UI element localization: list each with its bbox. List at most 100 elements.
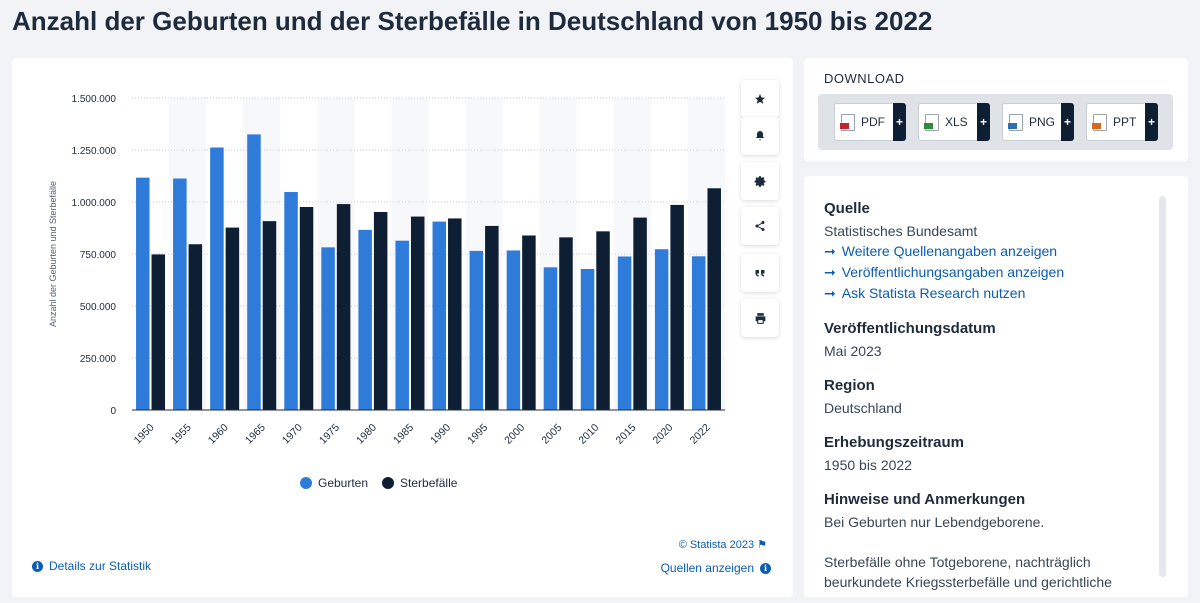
legend-swatch-sterbefaelle bbox=[382, 477, 395, 489]
x-tick-label: 1995 bbox=[465, 422, 490, 447]
print-button[interactable] bbox=[741, 299, 779, 337]
download-ppt-button[interactable]: PPT + bbox=[1086, 103, 1158, 141]
download-xls-label: XLS bbox=[945, 115, 968, 129]
pdf-file-icon bbox=[840, 113, 855, 131]
x-tick-label: 1970 bbox=[280, 422, 305, 447]
source-heading: Quelle bbox=[824, 200, 870, 217]
plus-icon: + bbox=[1145, 103, 1158, 141]
region-section: Region Deutschland bbox=[824, 377, 1144, 418]
notification-button[interactable] bbox=[741, 117, 779, 155]
download-pdf-button[interactable]: PDF + bbox=[834, 103, 906, 141]
x-tick-label: 1985 bbox=[391, 422, 416, 447]
x-tick-label: 2015 bbox=[613, 422, 638, 447]
bar-geburten bbox=[432, 221, 447, 410]
download-xls-button[interactable]: XLS + bbox=[918, 103, 990, 141]
plus-icon: + bbox=[977, 103, 990, 141]
share-icon bbox=[755, 221, 765, 231]
more-sources-link[interactable]: ➞ Weitere Quellenangaben anzeigen bbox=[824, 241, 1144, 262]
x-tick-label: 2000 bbox=[502, 422, 527, 447]
print-icon bbox=[755, 312, 765, 324]
publication-info-link[interactable]: ➞ Veröffentlichungsangaben anzeigen bbox=[824, 262, 1144, 283]
notes-section: Hinweise und Anmerkungen Bei Geburten nu… bbox=[824, 491, 1144, 592]
source-section: Quelle Statistisches Bundesamt ➞ Weitere… bbox=[824, 200, 1144, 304]
download-png-label: PNG bbox=[1029, 115, 1056, 129]
notes-text-2: Sterbefälle ohne Totgeborene, nachträgli… bbox=[824, 554, 1112, 590]
download-pdf-label: PDF bbox=[861, 115, 885, 129]
legend-label-sterbefaelle: Sterbefälle bbox=[400, 476, 458, 490]
research-link[interactable]: ➞ Ask Statista Research nutzen bbox=[824, 283, 1144, 304]
info-icon: i bbox=[32, 560, 43, 572]
sources-link[interactable]: Quellen anzeigen i bbox=[661, 561, 771, 575]
favorite-button[interactable] bbox=[741, 80, 779, 118]
y-tick-label: 750.000 bbox=[80, 250, 117, 261]
share-button[interactable] bbox=[741, 207, 779, 245]
bar-sterbefaelle bbox=[410, 216, 425, 410]
bar-geburten bbox=[691, 256, 706, 410]
download-png-button[interactable]: PNG + bbox=[1002, 103, 1074, 141]
period-value: 1950 bis 2022 bbox=[824, 457, 912, 473]
period-heading: Erhebungszeitraum bbox=[824, 434, 965, 451]
chart-card: 0 250.000 500.000 750.000 1.000.000 1.250.000… bbox=[12, 58, 793, 597]
x-tick-label: 1960 bbox=[206, 422, 231, 447]
more-sources-label: Weitere Quellenangaben anzeigen bbox=[841, 243, 1058, 259]
download-ppt-label: PPT bbox=[1113, 115, 1137, 129]
download-tray: PDF + XLS + PNG + PPT + bbox=[818, 94, 1173, 150]
download-title: DOWNLOAD bbox=[824, 71, 905, 86]
copyright-link[interactable]: © Statista 2023 ⚑ bbox=[679, 538, 767, 551]
bar-geburten bbox=[543, 267, 558, 410]
settings-button[interactable] bbox=[741, 162, 779, 200]
period-section: Erhebungszeitraum 1950 bis 2022 bbox=[824, 434, 1144, 475]
legend-label-geburten: Geburten bbox=[318, 476, 369, 490]
bar-geburten bbox=[654, 249, 669, 410]
legend-item-sterbefaelle[interactable]: Sterbefälle bbox=[382, 476, 457, 490]
y-tick-label: 0 bbox=[110, 406, 116, 417]
x-tick-label: 2020 bbox=[651, 422, 676, 447]
legend-item-geburten[interactable]: Geburten bbox=[300, 476, 368, 490]
bar-geburten bbox=[247, 134, 261, 410]
info-scrollbar[interactable] bbox=[1159, 196, 1166, 577]
arrow-right-icon: ➞ bbox=[824, 243, 836, 259]
x-tick-label: 1980 bbox=[354, 422, 379, 447]
cite-button[interactable] bbox=[741, 254, 779, 292]
bar-sterbefaelle bbox=[559, 237, 573, 410]
bar-geburten bbox=[358, 229, 372, 410]
bar-geburten bbox=[284, 192, 298, 410]
details-link[interactable]: i Details zur Statistik bbox=[32, 559, 151, 573]
x-tick-label: 1990 bbox=[428, 422, 453, 447]
bar-sterbefaelle bbox=[633, 217, 647, 410]
source-text: Statistisches Bundesamt bbox=[824, 223, 978, 239]
bar-sterbefaelle bbox=[225, 227, 240, 410]
pub-date-section: Veröffentlichungsdatum Mai 2023 bbox=[824, 320, 1144, 361]
page-title: Anzahl der Geburten und der Sterbefälle … bbox=[12, 6, 933, 36]
bar-sterbefaelle bbox=[670, 204, 684, 410]
y-tick-label: 1.500.000 bbox=[72, 94, 117, 105]
png-file-icon bbox=[1008, 113, 1023, 131]
bar-sterbefaelle bbox=[485, 225, 499, 410]
x-tick-label: 2010 bbox=[576, 422, 601, 447]
legend-swatch-geburten bbox=[300, 477, 312, 489]
bar-geburten bbox=[506, 250, 521, 410]
arrow-right-icon: ➞ bbox=[824, 285, 836, 301]
bar-geburten bbox=[173, 178, 187, 410]
download-panel: DOWNLOAD PDF + XLS + PNG + PPT + bbox=[804, 58, 1188, 161]
region-value: Deutschland bbox=[824, 400, 902, 416]
arrow-right-icon: ➞ bbox=[824, 264, 836, 280]
bar-geburten bbox=[395, 240, 409, 410]
plus-icon: + bbox=[893, 103, 906, 141]
info-panel: Quelle Statistisches Bundesamt ➞ Weitere… bbox=[804, 176, 1188, 597]
research-link-label: Ask Statista Research nutzen bbox=[841, 285, 1026, 301]
bar-sterbefaelle bbox=[373, 211, 388, 410]
bar-geburten bbox=[210, 147, 224, 410]
pub-date-value: Mai 2023 bbox=[824, 343, 882, 359]
bar-geburten bbox=[321, 247, 335, 410]
ppt-file-icon bbox=[1092, 113, 1107, 131]
bar-sterbefaelle bbox=[336, 204, 351, 410]
pub-date-heading: Veröffentlichungsdatum bbox=[824, 320, 996, 337]
y-tick-label: 250.000 bbox=[80, 354, 117, 365]
bar-sterbefaelle bbox=[707, 188, 721, 410]
plus-icon: + bbox=[1061, 103, 1074, 141]
bar-sterbefaelle bbox=[299, 206, 314, 410]
x-tick-label: 2005 bbox=[539, 422, 564, 447]
bar-geburten bbox=[580, 268, 595, 410]
x-tick-label: 1950 bbox=[132, 422, 157, 447]
